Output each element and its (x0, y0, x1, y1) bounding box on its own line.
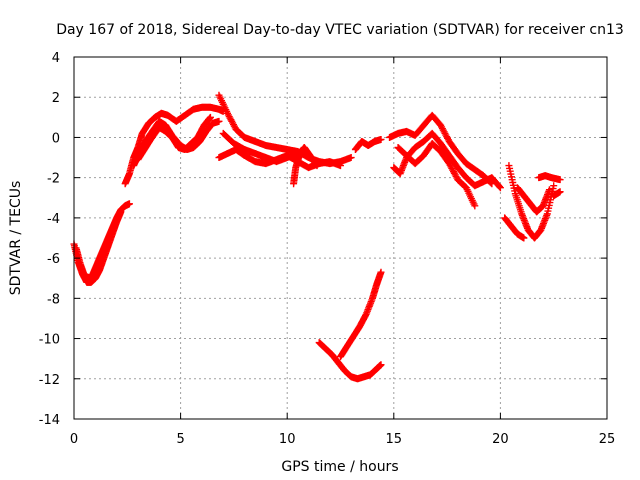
data-point (496, 184, 504, 192)
plot-frame (73, 56, 608, 420)
y-tick-label: -10 (39, 333, 60, 348)
series-evening-a (386, 111, 496, 188)
y-tick-label: 4 (52, 51, 60, 66)
y-tick-label: -4 (47, 212, 60, 227)
data-point (556, 188, 564, 196)
data-point (545, 186, 553, 194)
x-tick-label: 0 (70, 432, 78, 447)
chart-title: Day 167 of 2018, Sidereal Day-to-day VTE… (56, 22, 624, 38)
series-deep-dip (315, 339, 385, 383)
axis-ticks (73, 56, 608, 420)
series-night-e (550, 188, 564, 200)
x-tick-label: 5 (176, 432, 184, 447)
x-tick-label: 25 (599, 432, 616, 447)
series-morning-rise-a (121, 103, 227, 188)
grid-lines (74, 57, 607, 419)
y-tick-label: -14 (39, 413, 60, 428)
tick-labels: 0 5 10 15 20 25 -14 -12 -10 -8 -6 -4 -2 0 2 4 (39, 51, 616, 447)
data-point (337, 162, 344, 170)
data-point (206, 113, 214, 121)
data-point (471, 202, 479, 210)
series-midday-band-c (219, 129, 302, 166)
y-tick-label: 0 (52, 131, 60, 146)
series-night-a (505, 162, 558, 242)
data-point (313, 162, 321, 170)
series-evening-c (394, 139, 479, 210)
series-night-d (535, 172, 564, 184)
data-point (496, 183, 504, 191)
series-night-c (501, 214, 528, 242)
data-point (377, 135, 385, 143)
series-night-b (513, 184, 553, 216)
data-point (347, 154, 355, 162)
data-point (377, 268, 385, 276)
data-points (70, 91, 564, 383)
y-tick-label: -6 (47, 252, 60, 267)
x-tick-label: 10 (279, 432, 296, 447)
y-tick-label: 2 (52, 91, 60, 106)
series-evening-short (351, 135, 385, 154)
x-tick-label: 15 (386, 432, 403, 447)
data-point (377, 361, 385, 369)
y-axis-label: SDTVAR / TECUs (8, 181, 24, 296)
series-deep-dip-return (337, 268, 385, 361)
data-point (520, 234, 528, 242)
data-point (125, 200, 133, 208)
series-early-high-arc (72, 200, 133, 282)
x-axis-label: GPS time / hours (281, 459, 398, 475)
x-tick-label: 20 (492, 432, 509, 447)
data-point (550, 182, 558, 190)
y-tick-label: -8 (47, 292, 60, 307)
series-morning-rise-c (134, 113, 214, 164)
data-point (215, 117, 223, 125)
y-tick-label: -2 (47, 172, 60, 187)
y-tick-label: -12 (39, 373, 60, 388)
data-point (556, 176, 564, 184)
series-afternoon-pass (290, 144, 321, 188)
